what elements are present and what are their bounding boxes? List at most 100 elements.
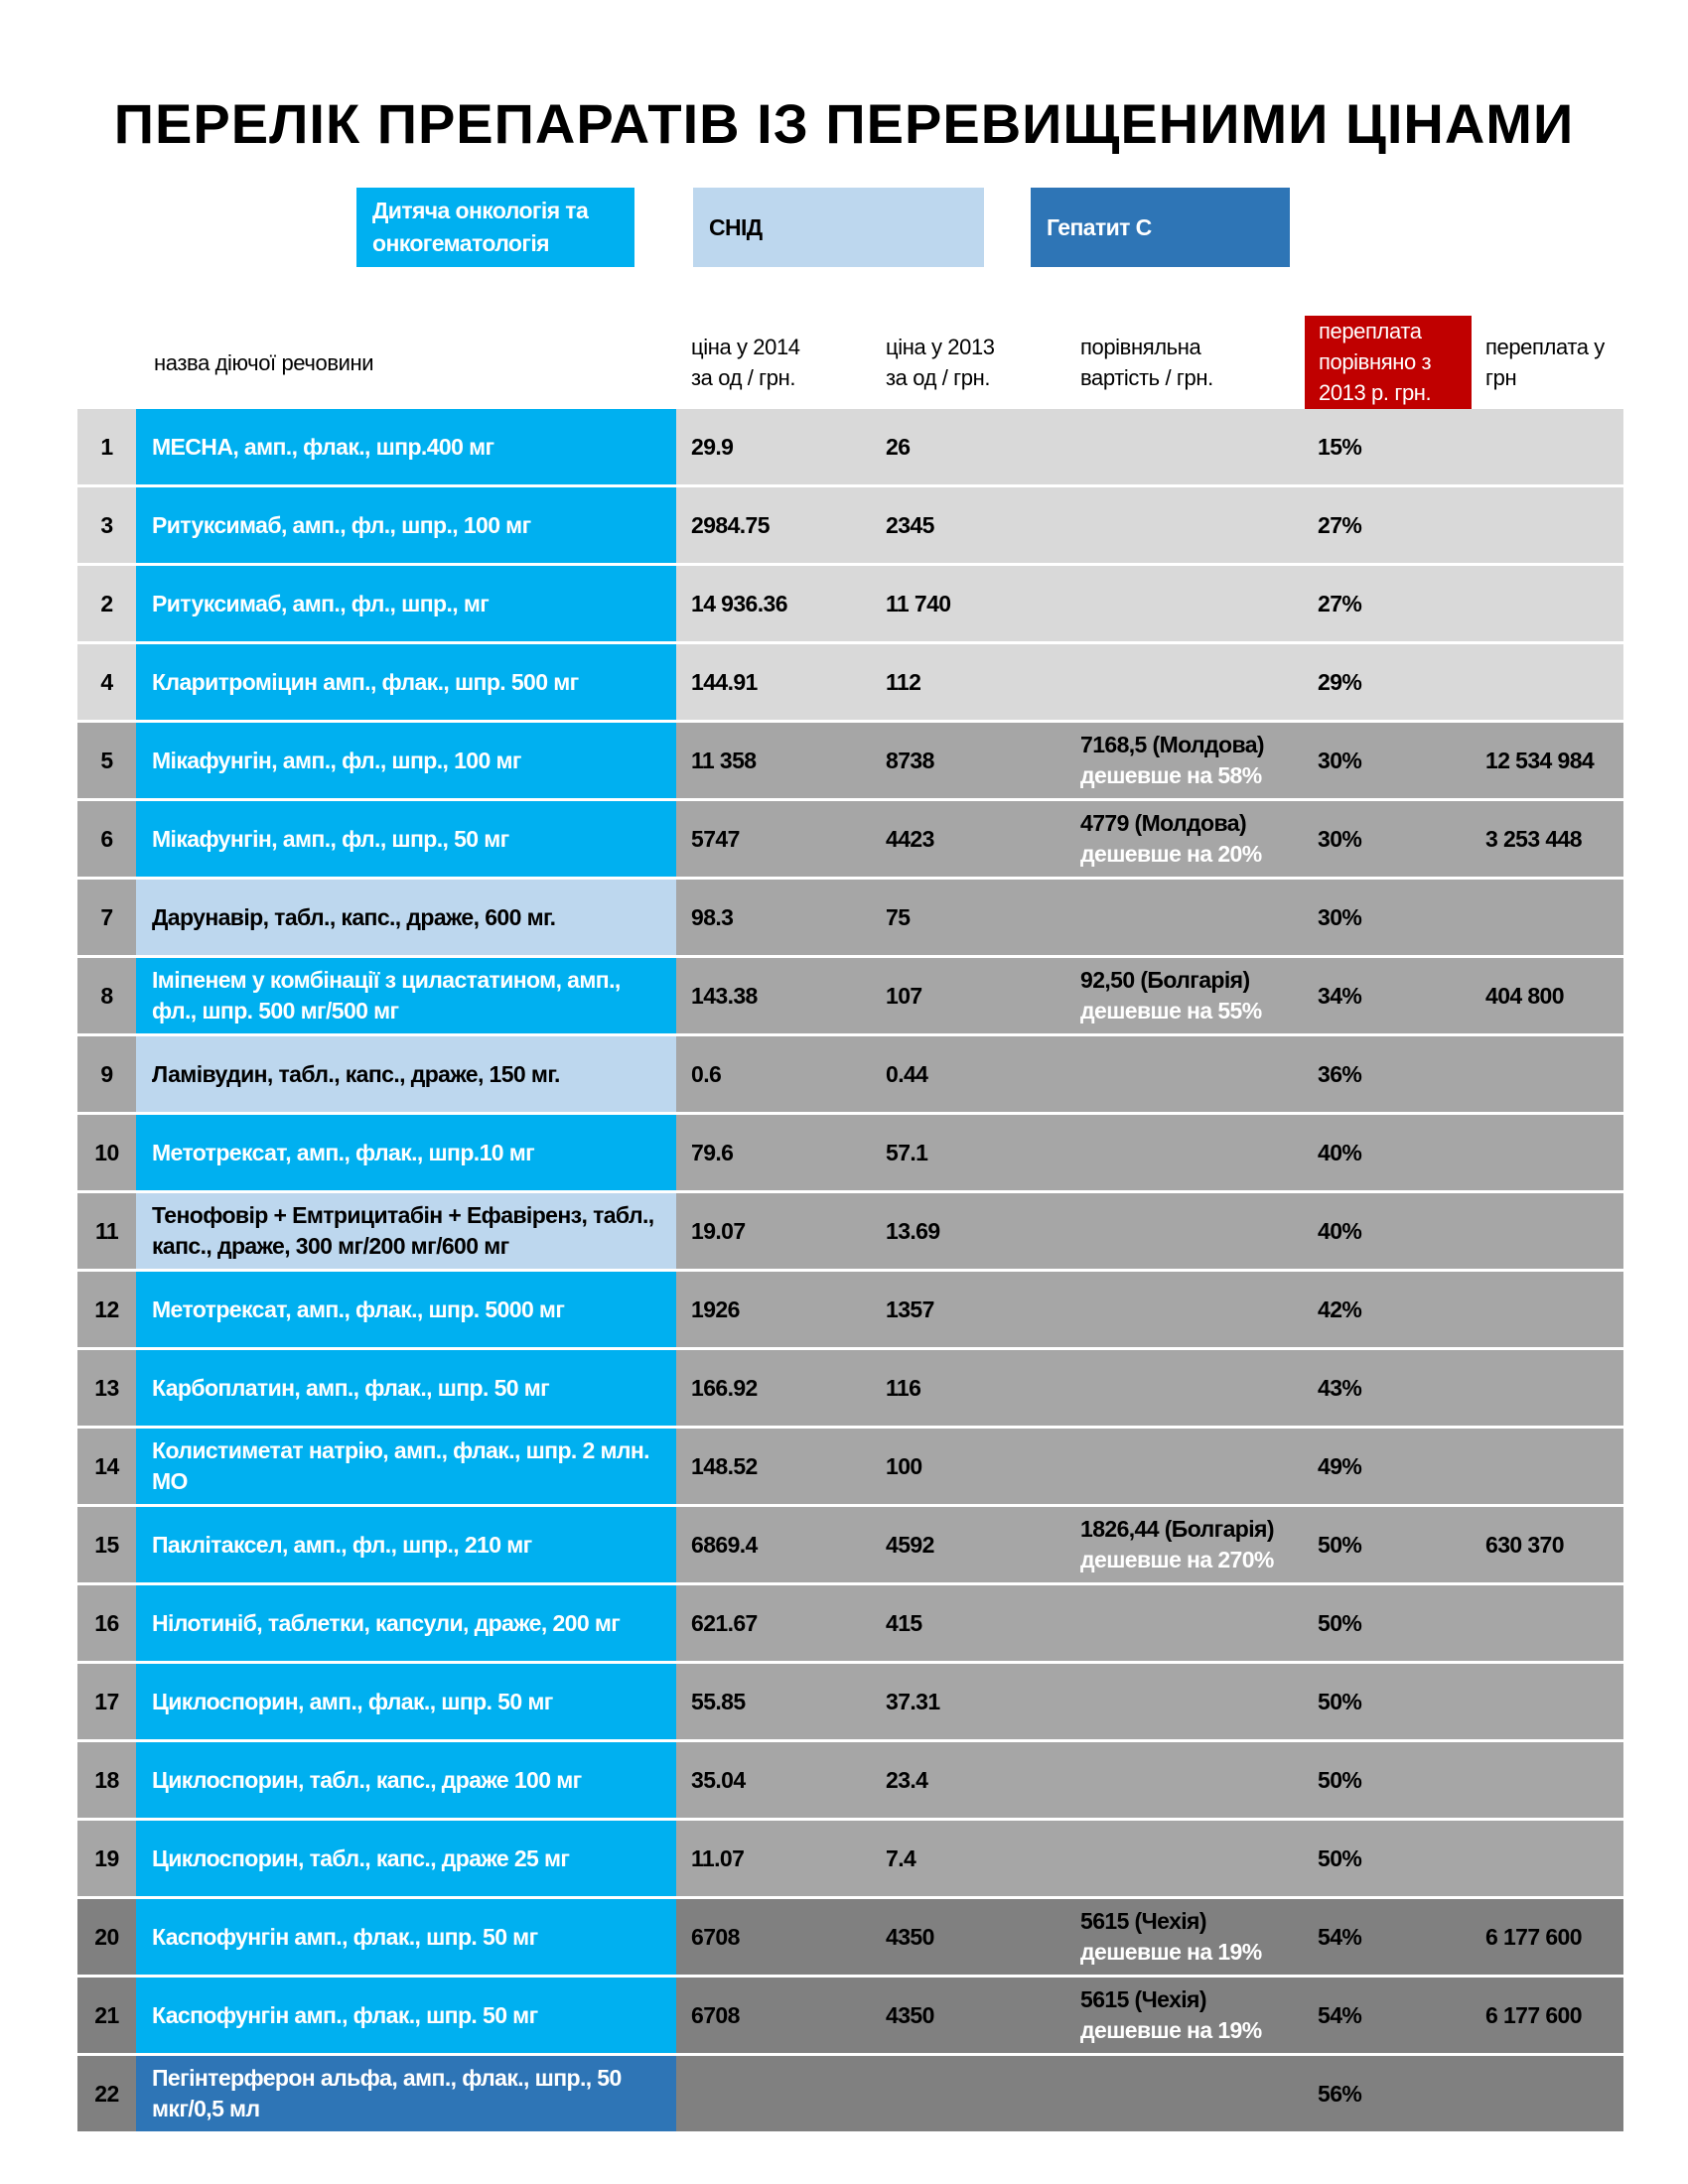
price-2014: 144.91 — [691, 668, 758, 695]
row-number: 16 — [94, 1609, 119, 1636]
price-2014: 621.67 — [691, 1609, 758, 1636]
table-row: 14 Колистиметат натрію, амп., флак., шпр.… — [77, 1429, 1623, 1504]
row-number: 11 — [94, 1217, 119, 1244]
row-number: 22 — [94, 2080, 119, 2107]
row-number: 19 — [94, 1844, 119, 1871]
drug-name: Циклоспорин, табл., капс., драже 25 мг — [136, 1821, 676, 1896]
header-compare: порівняльна вартість / грн. — [1080, 335, 1213, 390]
overpay-percent: 29% — [1318, 668, 1362, 695]
row-number: 13 — [94, 1374, 119, 1401]
price-2014: 5747 — [691, 825, 740, 852]
price-2013: 37.31 — [886, 1688, 940, 1714]
overpay-percent: 40% — [1318, 1217, 1362, 1244]
overpay-percent: 50% — [1318, 1844, 1362, 1871]
compare-cell: 92,50 (Болгарія) дешевше на 55% — [1080, 958, 1262, 1033]
price-2013: 1357 — [886, 1296, 934, 1322]
compare-cell: 1826,44 (Болгарія) дешевше на 270% — [1080, 1507, 1275, 1582]
price-2014: 6708 — [691, 1923, 740, 1950]
table-row: 3 Ритуксимаб, амп., фл., шпр., 100 мг 2984… — [77, 487, 1623, 563]
overpay-percent: 50% — [1318, 1609, 1362, 1636]
table-row: 5 Мікафунгін, амп., фл., шпр., 100 мг 11 3… — [77, 723, 1623, 798]
drug-name: Мікафунгін, амп., фл., шпр., 100 мг — [136, 723, 676, 798]
compare-price: 5615 (Чехія) — [1080, 1986, 1207, 2012]
drug-name: Кларитроміцин амп., флак., шпр. 500 мг — [136, 644, 676, 720]
drug-name: Іміпенем у комбінації з циластатином, ам… — [136, 958, 676, 1033]
price-2013: 415 — [886, 1609, 922, 1636]
price-2014: 6869.4 — [691, 1531, 758, 1558]
price-2013: 100 — [886, 1452, 922, 1479]
header-overpay-percent: переплата порівняно з 2013 р. грн. — [1305, 316, 1472, 410]
price-2013: 2345 — [886, 511, 934, 538]
overpay-percent: 30% — [1318, 903, 1362, 930]
row-number: 9 — [100, 1060, 113, 1087]
compare-cheaper: дешевше на 19% — [1080, 2017, 1262, 2043]
table-row: 19 Циклоспорин, табл., капс., драже 25 мг… — [77, 1821, 1623, 1896]
price-2013: 26 — [886, 433, 911, 460]
header-price-2014: ціна у 2014 за од / грн. — [691, 335, 800, 390]
compare-cheaper: дешевше на 270% — [1080, 1547, 1274, 1572]
table-row: 4 Кларитроміцин амп., флак., шпр. 500 мг 1… — [77, 644, 1623, 720]
compare-cheaper: дешевше на 19% — [1080, 1939, 1262, 1965]
price-2014: 35.04 — [691, 1766, 746, 1793]
overpay-percent: 56% — [1318, 2080, 1362, 2107]
overpay-percent: 36% — [1318, 1060, 1362, 1087]
legend-child-oncology: Дитяча онкологія та онкогематологія — [356, 188, 634, 267]
price-2013: 107 — [886, 982, 922, 1009]
drug-name: Тенофовір + Емтрицитабін + Ефавіренз, та… — [136, 1193, 676, 1269]
price-2013: 4350 — [886, 2001, 934, 2028]
overpay-percent: 54% — [1318, 1923, 1362, 1950]
overpay-uah: 6 177 600 — [1485, 1923, 1583, 1950]
price-2014: 79.6 — [691, 1139, 734, 1165]
drug-name: Каспофунгін амп., флак., шпр. 50 мг — [136, 1978, 676, 2053]
table-row: 6 Мікафунгін, амп., фл., шпр., 50 мг 5747 4… — [77, 801, 1623, 877]
drug-name: Циклоспорин, амп., флак., шпр. 50 мг — [136, 1664, 676, 1739]
drug-name: Паклітаксел, амп., фл., шпр., 210 мг — [136, 1507, 676, 1582]
overpay-uah: 630 370 — [1485, 1531, 1565, 1558]
overpay-percent: 42% — [1318, 1296, 1362, 1322]
overpay-percent: 27% — [1318, 511, 1362, 538]
header-overpay-uah: переплата у грн — [1485, 335, 1605, 390]
row-number: 10 — [94, 1139, 119, 1165]
price-2014: 11.07 — [691, 1844, 745, 1871]
overpay-uah: 3 253 448 — [1485, 825, 1583, 852]
drug-name: МЕСНА, амп., флак., шпр.400 мг — [136, 409, 676, 484]
overpay-uah: 404 800 — [1485, 982, 1565, 1009]
table-row: 16 Нілотиніб, таблетки, капсули, драже, 2… — [77, 1585, 1623, 1661]
drug-name: Метотрексат, амп., флак., шпр. 5000 мг — [136, 1272, 676, 1347]
price-2014: 148.52 — [691, 1452, 758, 1479]
price-2014: 55.85 — [691, 1688, 746, 1714]
price-2013: 75 — [886, 903, 911, 930]
row-number: 8 — [100, 982, 113, 1009]
price-2013: 11 740 — [886, 590, 951, 616]
row-number: 3 — [100, 511, 113, 538]
table-row: 1 МЕСНА, амп., флак., шпр.400 мг 29.9 26 15% — [77, 409, 1623, 484]
price-2014: 98.3 — [691, 903, 734, 930]
price-2014: 6708 — [691, 2001, 740, 2028]
drug-name: Ритуксимаб, амп., фл., шпр., 100 мг — [136, 487, 676, 563]
table-row: 17 Циклоспорин, амп., флак., шпр. 50 мг 55… — [77, 1664, 1623, 1739]
overpay-uah: 6 177 600 — [1485, 2001, 1583, 2028]
header-price-2013: ціна у 2013 за од / грн. — [886, 335, 995, 390]
page-title: ПЕРЕЛІК ПРЕПАРАТІВ ІЗ ПЕРЕВИЩЕНИМИ ЦІНАМ… — [113, 92, 1575, 155]
overpay-percent: 30% — [1318, 825, 1362, 852]
overpay-percent: 50% — [1318, 1531, 1362, 1558]
row-number: 18 — [94, 1766, 119, 1793]
table-row: 8 Іміпенем у комбінації з циластатином, а… — [77, 958, 1623, 1033]
price-2014: 143.38 — [691, 982, 758, 1009]
price-2013: 57.1 — [886, 1139, 928, 1165]
overpay-percent: 54% — [1318, 2001, 1362, 2028]
overpay-percent: 15% — [1318, 433, 1362, 460]
compare-price: 5615 (Чехія) — [1080, 1908, 1207, 1934]
overpay-percent: 43% — [1318, 1374, 1362, 1401]
overpay-percent: 40% — [1318, 1139, 1362, 1165]
price-2013: 0.44 — [886, 1060, 928, 1087]
drug-name: Мікафунгін, амп., фл., шпр., 50 мг — [136, 801, 676, 877]
price-2014: 14 936.36 — [691, 590, 788, 616]
row-number: 17 — [94, 1688, 119, 1714]
overpay-percent: 50% — [1318, 1766, 1362, 1793]
table-row: 22 Пегінтерферон альфа, амп., флак., шпр.… — [77, 2056, 1623, 2131]
row-number: 4 — [100, 668, 113, 695]
row-number: 1 — [100, 433, 113, 460]
table-row: 7 Дарунавір, табл., капс., драже, 600 мг.… — [77, 880, 1623, 955]
price-2014: 2984.75 — [691, 511, 771, 538]
